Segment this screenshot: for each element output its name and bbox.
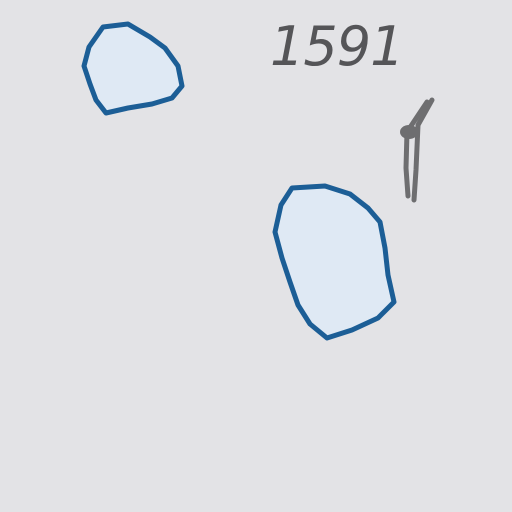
elevation-label: 1591 bbox=[270, 15, 404, 78]
large-lake bbox=[272, 183, 397, 341]
small-lake bbox=[81, 21, 185, 116]
landmark-marker-icon bbox=[400, 97, 435, 203]
